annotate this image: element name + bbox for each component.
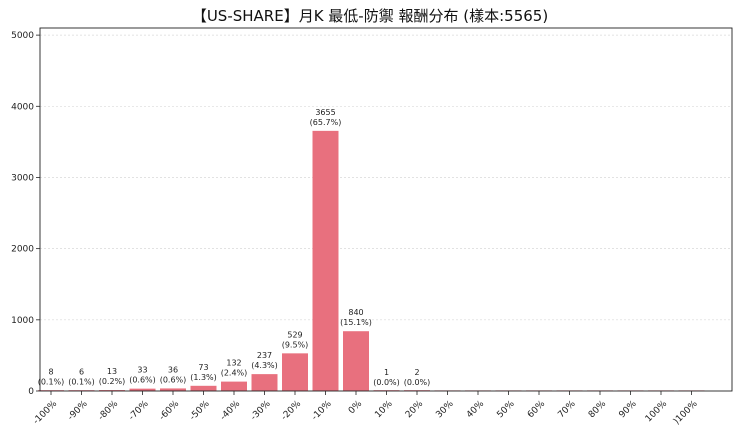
bar-percent-label: (4.3%) — [251, 361, 278, 370]
bar-count-label: 6 — [79, 368, 84, 377]
x-tick-label: -80% — [97, 399, 121, 423]
histogram-bar — [160, 388, 186, 391]
x-tick-label: 60% — [526, 399, 548, 421]
chart-title: 【US-SHARE】月K 最低-防禦 報酬分布 (樣本:5565) — [192, 7, 548, 25]
bar-percent-label: (0.1%) — [38, 377, 65, 386]
bar-percent-label: (1.3%) — [190, 373, 217, 382]
bar-percent-label: (0.2%) — [99, 377, 126, 386]
plot-frame — [39, 27, 733, 392]
x-tick-label: 50% — [495, 399, 517, 421]
bars — [38, 130, 705, 391]
bar-count-label: 73 — [198, 363, 208, 372]
histogram-bar — [221, 381, 247, 391]
bar-count-label: 132 — [226, 359, 241, 368]
y-tick-label: 0 — [28, 387, 34, 397]
bar-percent-label: (15.1%) — [340, 318, 372, 327]
bar-count-label: 33 — [137, 366, 147, 375]
x-tick-label: -10% — [310, 399, 334, 423]
grid-lines — [40, 34, 732, 321]
x-tick-label: 70% — [556, 399, 578, 421]
bar-count-label: 237 — [257, 351, 272, 360]
x-tick-label: 10% — [373, 399, 395, 421]
bar-count-label: 529 — [287, 330, 302, 339]
bar-count-label: 1 — [384, 368, 389, 377]
x-tick-label: -50% — [188, 399, 212, 423]
y-tick-label: 3000 — [11, 173, 34, 183]
y-tick-label: 5000 — [11, 31, 34, 41]
bar-percent-label: (9.5%) — [282, 340, 309, 349]
x-tick-label: -60% — [158, 399, 182, 423]
bar-percent-label: (2.4%) — [221, 369, 248, 378]
y-tick-label: 2000 — [11, 245, 34, 255]
x-tick-label: -40% — [219, 399, 243, 423]
x-tick-label: 0% — [347, 399, 364, 416]
bar-count-label: 3655 — [315, 108, 335, 117]
axes: 0 1000 2000 3000 4000 5000 -100% -90% -80% -70% -6… — [11, 27, 733, 427]
y-tick-label: 4000 — [11, 102, 34, 112]
x-tick-label: 100% — [644, 399, 670, 425]
histogram-bar — [282, 353, 308, 391]
bar-percent-label: (65.7%) — [310, 118, 342, 127]
bar-percent-label: (0.6%) — [160, 375, 187, 384]
x-tick-label: -100% — [32, 399, 60, 427]
x-tick-label: 80% — [587, 399, 609, 421]
x-tick-label: -30% — [249, 399, 273, 423]
x-tick-label: )100% — [672, 399, 700, 427]
x-tick-label: -70% — [127, 399, 151, 423]
y-tick-label: 1000 — [11, 316, 34, 326]
bar-count-label: 13 — [107, 367, 117, 376]
x-tick-label: 40% — [465, 399, 487, 421]
x-tick-label: 90% — [617, 399, 639, 421]
histogram-bar — [312, 130, 339, 391]
histogram-bar — [129, 388, 156, 391]
x-tick-label: 20% — [404, 399, 426, 421]
bar-count-label: 2 — [414, 368, 419, 377]
histogram-bar — [343, 331, 369, 391]
bar-count-label: 840 — [348, 308, 363, 317]
bar-count-label: 36 — [168, 365, 178, 374]
bar-percent-label: (0.0%) — [373, 378, 400, 387]
bar-percent-label: (0.1%) — [68, 378, 95, 387]
bar-percent-label: (0.6%) — [129, 376, 156, 385]
bar-percent-label: (0.0%) — [404, 378, 431, 387]
x-tick-label: 30% — [434, 399, 456, 421]
x-tick-label: -20% — [280, 399, 304, 423]
histogram-bar — [251, 374, 278, 391]
histogram-bar — [190, 385, 217, 391]
data-labels: 8(0.1%)6(0.1%)13(0.2%)33(0.6%)36(0.6%)73… — [38, 108, 431, 387]
bar-count-label: 8 — [48, 367, 53, 376]
x-tick-label: -90% — [66, 399, 90, 423]
histogram-bar — [99, 390, 125, 391]
